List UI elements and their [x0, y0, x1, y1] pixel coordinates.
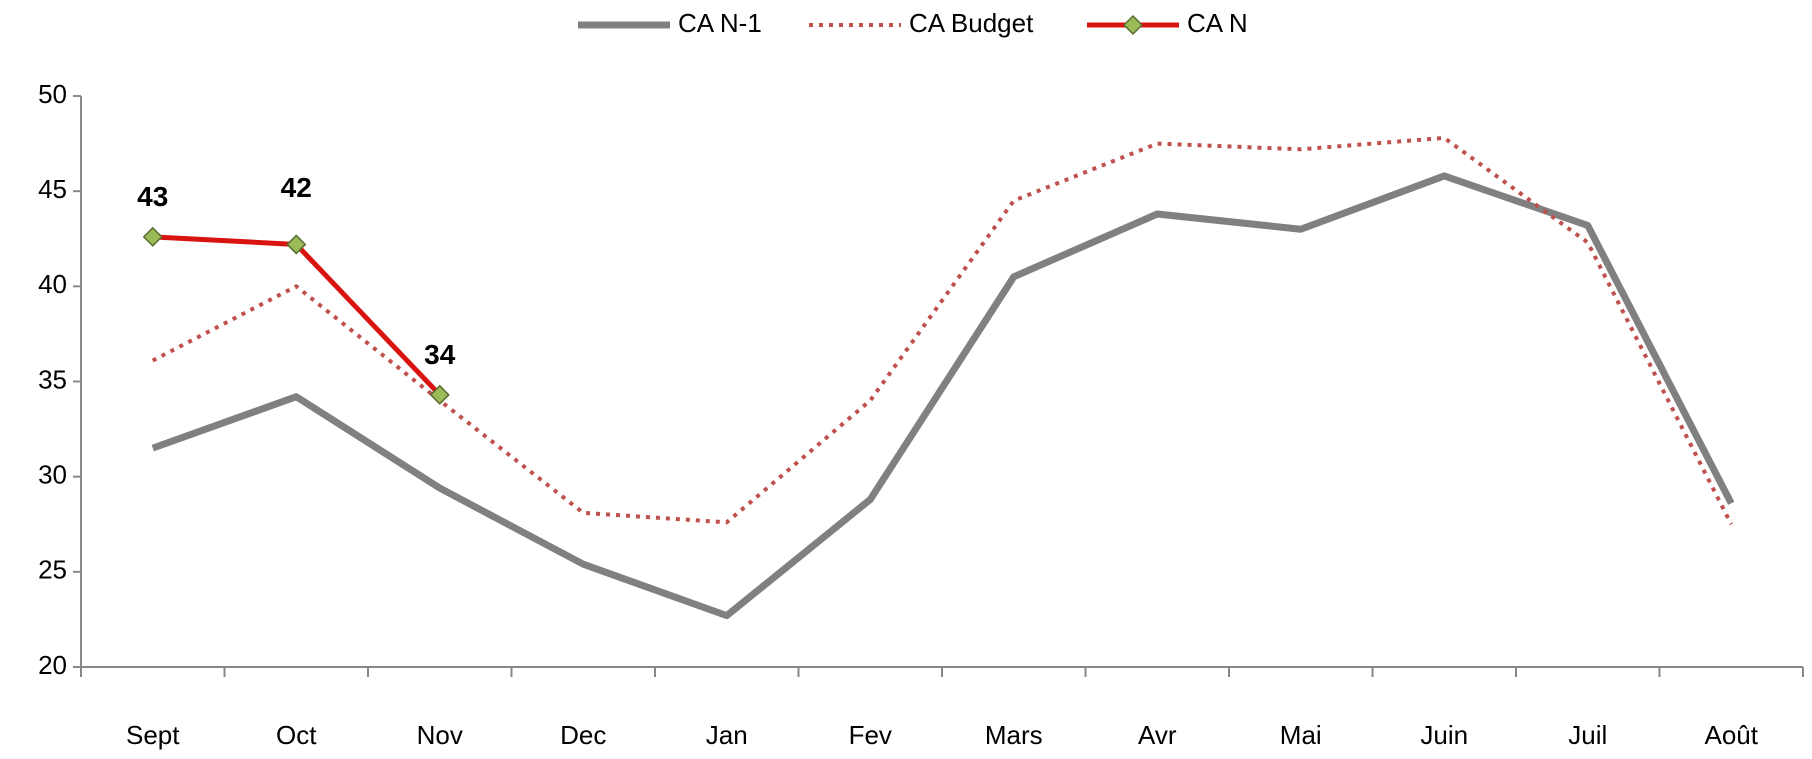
series-line — [152, 234, 442, 397]
data-label: 43 — [137, 181, 168, 212]
legend-label: CA Budget — [909, 8, 1034, 38]
x-tick-label: Jan — [706, 720, 748, 750]
legend-marker — [1122, 14, 1144, 36]
point-marker — [142, 226, 163, 247]
y-tick-label: 50 — [38, 79, 67, 109]
x-tick-label: Mars — [985, 720, 1043, 750]
y-tick-label: 30 — [38, 460, 67, 490]
x-tick-label: Mai — [1280, 720, 1322, 750]
x-tick-label: Sept — [126, 720, 180, 750]
y-tick-label: 40 — [38, 269, 67, 299]
legend-label: CA N-1 — [678, 8, 762, 38]
data-label: 42 — [281, 172, 312, 203]
point-marker — [286, 234, 307, 255]
point-marker — [429, 384, 450, 405]
y-tick-label: 25 — [38, 555, 67, 585]
y-tick-label: 45 — [38, 174, 67, 204]
series-line — [151, 135, 1734, 526]
series-line — [151, 172, 1735, 620]
x-tick-label: Fev — [849, 720, 892, 750]
y-tick-label: 35 — [38, 364, 67, 394]
x-tick-label: Juin — [1420, 720, 1468, 750]
x-tick-label: Dec — [560, 720, 606, 750]
x-tick-label: Avr — [1138, 720, 1177, 750]
x-tick-label: Oct — [276, 720, 317, 750]
x-tick-label: Nov — [417, 720, 463, 750]
data-label: 34 — [424, 339, 456, 370]
legend-label: CA N — [1187, 8, 1248, 38]
y-tick-label: 20 — [38, 650, 67, 680]
x-tick-label: Août — [1705, 720, 1759, 750]
x-tick-label: Juil — [1568, 720, 1607, 750]
